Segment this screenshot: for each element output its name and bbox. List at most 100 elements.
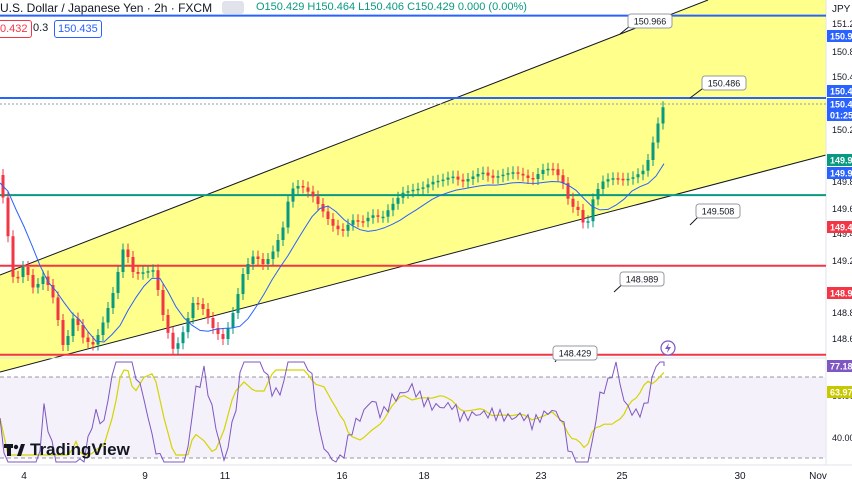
candle-body — [431, 181, 435, 185]
candle-body — [86, 337, 90, 342]
candle-body — [601, 181, 605, 189]
candle-body — [41, 276, 45, 284]
candle-body — [371, 215, 375, 218]
candle-body — [571, 198, 575, 207]
price-axis-tag-label: 149.4 — [830, 223, 852, 233]
price-axis-tag — [827, 287, 852, 299]
candle-body — [346, 224, 350, 231]
tradingview-logo-icon — [4, 444, 25, 456]
candle-body — [51, 285, 55, 298]
candle-body — [381, 216, 385, 219]
candle-body — [61, 320, 65, 345]
price-axis-tag-label: 148.9 — [830, 289, 852, 299]
callout-box[interactable] — [627, 13, 673, 29]
price-axis-tag-label: 149.9 — [830, 169, 852, 179]
time-axis-tick-label: 25 — [616, 471, 628, 482]
candle-body — [201, 304, 205, 309]
symbol-title[interactable]: U.S. Dollar / Japanese Yen · 2h · FXCM — [0, 1, 213, 15]
candle-body — [341, 229, 345, 231]
candle-body — [366, 217, 370, 222]
price-axis-tag — [827, 85, 852, 97]
candle-body — [566, 183, 570, 199]
candle-body — [296, 186, 300, 189]
candle-body — [151, 270, 155, 272]
candle-body — [586, 221, 590, 223]
price-axis-label: 148.8 — [832, 308, 852, 318]
channel-lower-line — [0, 154, 827, 373]
callout-box[interactable] — [552, 345, 598, 361]
candle-body — [311, 191, 315, 197]
candle-body — [96, 335, 100, 345]
candle-body — [36, 284, 40, 288]
candle-body — [506, 173, 510, 175]
candle-body — [186, 318, 190, 333]
candle-body — [231, 313, 235, 328]
callout-box[interactable] — [701, 75, 747, 91]
candle-body — [171, 332, 175, 349]
candle-body — [336, 225, 340, 230]
time-axis-tick-label: 18 — [418, 471, 430, 482]
candle-body — [81, 325, 85, 338]
rsi-axis-tag — [827, 386, 852, 398]
lightning-bolt-glyph — [665, 343, 671, 353]
price-axis-tag-label: 150.9 — [830, 32, 852, 42]
candle-body — [176, 343, 180, 349]
candle-body — [526, 175, 530, 178]
candle-body — [551, 168, 555, 171]
rsi-axis-tag — [827, 360, 852, 372]
candle-body — [581, 210, 585, 223]
candle-body — [106, 308, 110, 323]
rsi-axis-label: 40.00 — [832, 433, 852, 443]
callout-box[interactable] — [695, 203, 741, 219]
rsi-line — [0, 361, 665, 463]
candle-body — [241, 274, 245, 294]
candle-body — [646, 160, 650, 171]
sell-price-button[interactable]: 0.432 — [0, 20, 32, 38]
rsi-panel-band — [0, 377, 826, 458]
rsi-axis-tag-label: 77.18 — [830, 362, 852, 372]
candle-body — [361, 221, 365, 223]
candle-body — [606, 179, 610, 182]
candle-body — [546, 168, 550, 171]
callout-label: 149.508 — [702, 207, 735, 217]
candle-body — [576, 206, 580, 210]
candle-body — [501, 174, 505, 177]
candle-body — [316, 196, 320, 204]
candle-body — [251, 256, 255, 264]
candle-body — [56, 297, 60, 320]
callout-box[interactable] — [619, 271, 665, 287]
price-axis-tag-label: 150.4 — [830, 100, 852, 110]
candle-body — [471, 176, 475, 179]
price-axis-label: 150.2 — [832, 125, 852, 135]
time-axis-tick-label: 23 — [535, 471, 547, 482]
candle-body — [631, 177, 635, 179]
candle-body — [461, 179, 465, 182]
buy-price-button[interactable]: 150.435 — [54, 20, 102, 38]
price-axis-tag — [827, 109, 852, 121]
sell-price: 0.432 — [0, 23, 28, 35]
price-axis-label: 150.4 — [832, 72, 852, 82]
candle-body — [261, 259, 265, 264]
candle-body — [26, 267, 30, 275]
candle-body — [66, 336, 70, 345]
candle-body — [466, 179, 470, 182]
callout-label: 148.989 — [626, 275, 659, 285]
candle-body — [181, 332, 185, 344]
buy-price: 150.435 — [58, 23, 98, 35]
tradingview-logo-text: TradingView — [30, 440, 130, 459]
candle-body — [391, 203, 395, 211]
price-axis-tag — [827, 30, 852, 42]
candle-body — [536, 174, 540, 179]
tradingview-logo[interactable]: TradingView — [4, 440, 130, 460]
candle-body — [436, 180, 440, 183]
candle-body — [161, 290, 165, 315]
candle-body — [651, 142, 655, 160]
candle-body — [636, 174, 640, 178]
candle-body — [76, 318, 80, 325]
candle-body — [21, 267, 25, 277]
time-axis-tick-label: Nov — [809, 471, 827, 482]
price-axis-label: 150.8 — [832, 47, 852, 57]
candle-body — [136, 272, 140, 274]
candle-body — [561, 175, 565, 184]
